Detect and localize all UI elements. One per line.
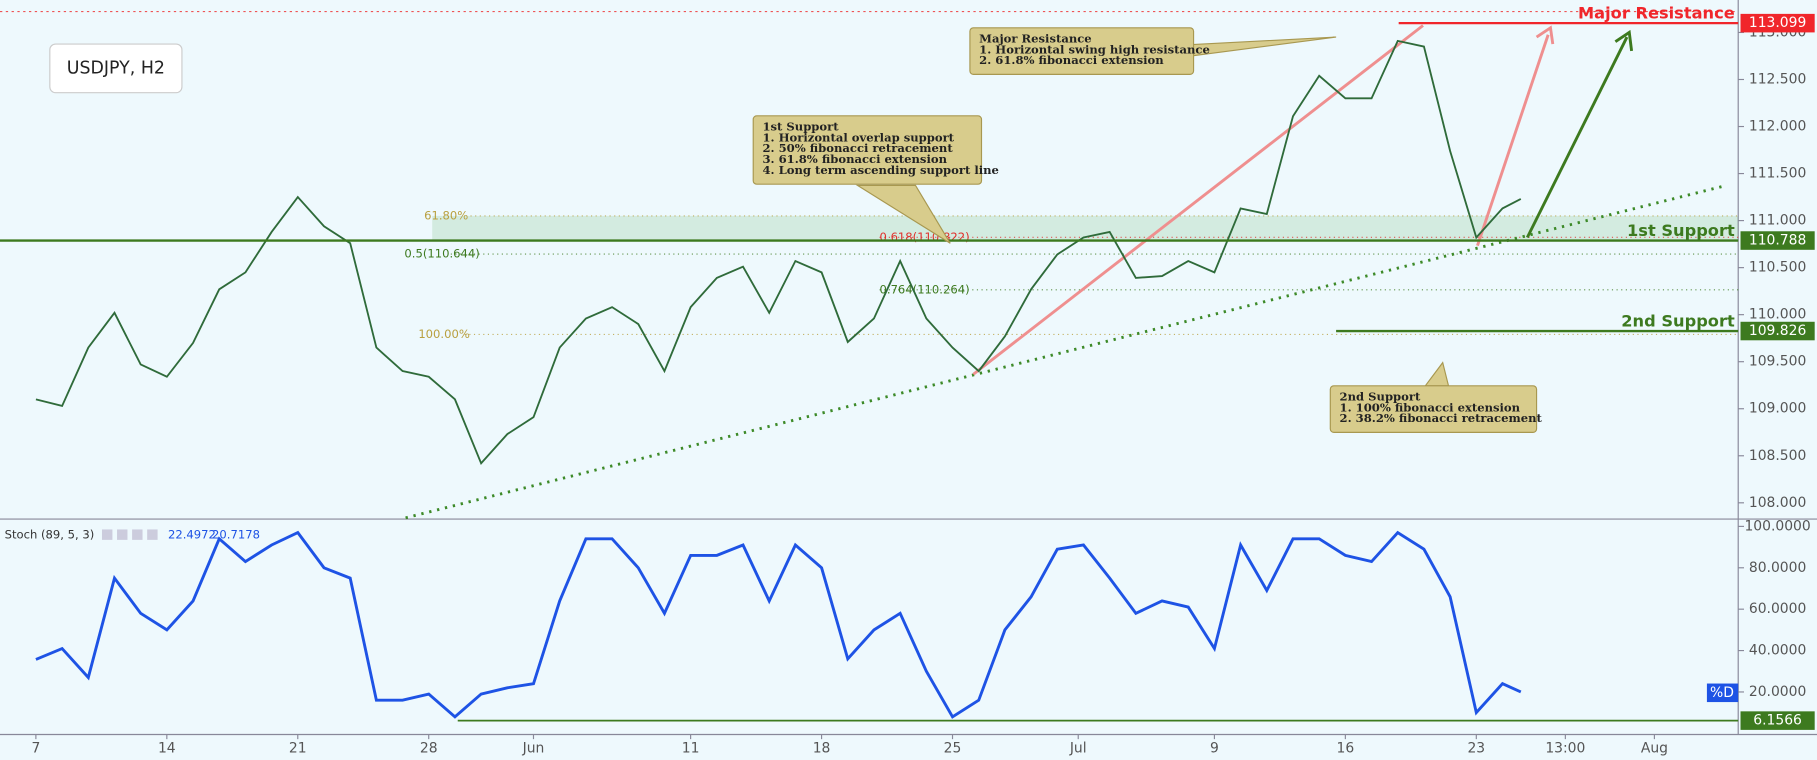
y-tick-label: 111.500 [1749, 166, 1806, 182]
y-tick-label: 110.500 [1749, 260, 1806, 276]
arrow-head [1535, 25, 1555, 45]
callout-text: 2nd Support [1340, 389, 1421, 403]
icon[interactable] [117, 529, 128, 540]
arrow-line [1526, 36, 1629, 239]
value-label-box [1740, 711, 1815, 730]
callout-text: Major Resistance [979, 31, 1091, 45]
legend-box [1706, 683, 1739, 703]
indicator-reading: 22.4972 [168, 528, 216, 542]
level-name: 2nd Support [1621, 311, 1735, 330]
icon[interactable] [101, 529, 113, 540]
price-label: 113.099 [1749, 15, 1806, 31]
chart-title: USDJPY, H2 [67, 58, 165, 78]
price-label-box [1740, 13, 1815, 33]
price-label: 109.826 [1749, 323, 1806, 339]
series-line [35, 530, 1522, 719]
x-tick-label: 9 [1210, 740, 1219, 756]
x-tick-label: 23 [1467, 740, 1485, 756]
fib-label: 0.764(110.264) [880, 282, 970, 296]
y-tick-label: 60.0000 [1749, 601, 1806, 617]
fib-label: 0.5(110.644) [404, 247, 479, 261]
x-tick-label: 21 [289, 740, 307, 756]
x-tick-label: Jun [522, 740, 545, 756]
icon[interactable] [147, 529, 158, 540]
x-tick-label: 14 [158, 740, 176, 756]
arrow-line [1476, 34, 1550, 247]
x-tick-label: Aug [1641, 740, 1668, 756]
callout-text: 2. 38.2% fibonacci retracement [1340, 411, 1543, 425]
callout-text: 1st Support [762, 119, 839, 133]
price-line [35, 39, 1522, 466]
callout-box [1329, 385, 1538, 433]
y-tick-label: 108.500 [1749, 448, 1806, 464]
callout-text: 3. 61.8% fibonacci extension [762, 152, 947, 166]
indicator-title: Stoch (89, 5, 3) [5, 528, 95, 542]
level-name: 1st Support [1627, 221, 1735, 240]
fib-label: 61.80% [424, 208, 468, 222]
y-tick-label: 112.500 [1749, 71, 1806, 87]
fib-label: 0.618(110.822) [880, 230, 970, 244]
x-tick-label: 25 [944, 740, 962, 756]
callout-box [752, 115, 983, 185]
callout-text: 2. 61.8% fibonacci extension [979, 53, 1164, 67]
x-tick-label: 28 [420, 740, 438, 756]
x-tick-label: 16 [1337, 740, 1355, 756]
under-layer: 61.80% 0.5(110.644) 0.618(110.822) 0.764(11… [404, 208, 1739, 341]
y-tick-label: 111.000 [1749, 213, 1806, 229]
title-box [49, 43, 183, 94]
price-label-box [1740, 321, 1815, 341]
callout-text: 1. 100% fibonacci extension [1340, 400, 1521, 414]
callout-box [969, 27, 1195, 75]
callout-text: 1. Horizontal swing high resistance [979, 42, 1210, 56]
y-tick-label: 112.000 [1749, 119, 1806, 135]
price-label-box [1740, 231, 1815, 250]
legend-label: %D [1710, 685, 1734, 701]
y-tick-label: 100.0000 [1744, 518, 1810, 534]
x-tick-label: 13:00 [1545, 740, 1585, 756]
x-tick-label: 7 [31, 740, 40, 756]
y-tick-label: 108.000 [1749, 495, 1806, 511]
price-label: 110.788 [1749, 233, 1806, 249]
icon[interactable] [132, 529, 143, 540]
x-tick-label: 18 [813, 740, 831, 756]
value-label: 6.1566 [1753, 713, 1802, 729]
y-tick-label: 109.000 [1749, 401, 1806, 417]
level-name: Major Resistance [1578, 3, 1735, 22]
callout-text: 1. Horizontal overlap support [762, 130, 954, 144]
indicator-reading: 20.7178 [212, 528, 260, 542]
arrow-line [972, 24, 1424, 376]
y-tick-label: 40.0000 [1749, 643, 1806, 659]
callout-pointer [855, 184, 951, 244]
x-tick-label: Jul [1069, 740, 1087, 756]
callout-text: 2. 50% fibonacci retracement [762, 141, 953, 155]
y-tick-label: 80.0000 [1749, 560, 1806, 576]
x-tick-label: 11 [682, 740, 700, 756]
fib-label: 100.00% [418, 327, 470, 341]
y-tick-label: 20.0000 [1749, 684, 1806, 700]
y-tick-label: 109.500 [1749, 354, 1806, 370]
arrow-head [1614, 29, 1634, 52]
callout-text: 4. Long term ascending support line [762, 163, 998, 177]
y-tick-label: 110.000 [1749, 307, 1806, 323]
